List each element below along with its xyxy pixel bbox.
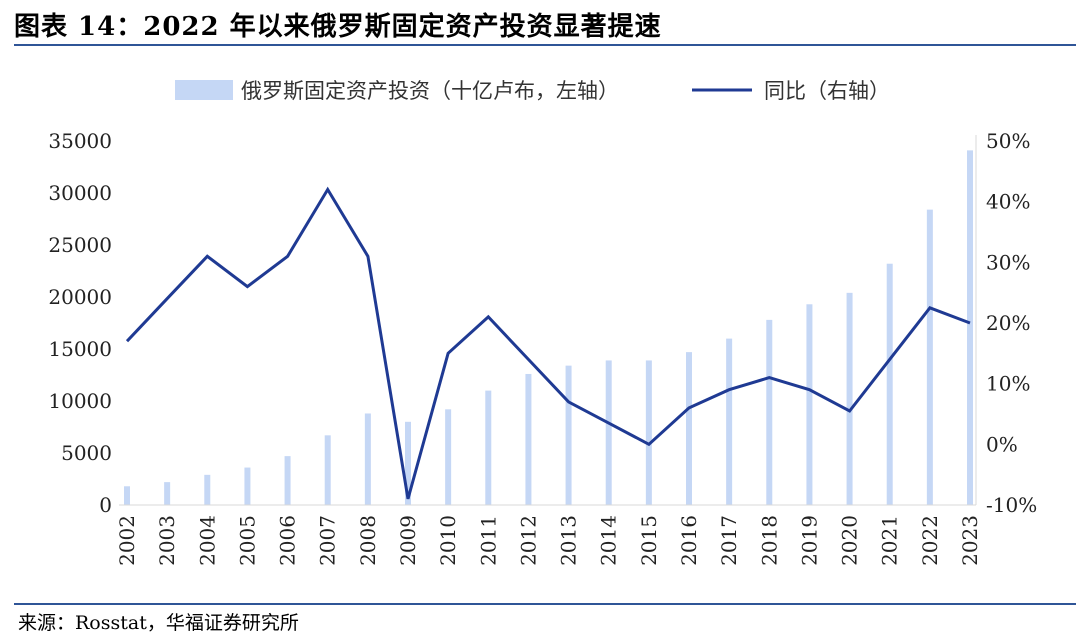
x-tick-label: 2004 bbox=[195, 515, 219, 566]
footer-divider bbox=[14, 603, 1076, 605]
x-tick-label: 2005 bbox=[235, 515, 259, 566]
bar bbox=[485, 390, 492, 505]
x-tick-label: 2010 bbox=[436, 515, 460, 566]
left-tick-label: 15000 bbox=[48, 337, 112, 361]
left-tick-label: 10000 bbox=[48, 389, 112, 413]
right-tick-label: 20% bbox=[986, 311, 1030, 335]
bar bbox=[806, 304, 813, 505]
x-tick-label: 2016 bbox=[677, 515, 701, 566]
chart-title: 图表 14：2022 年以来俄罗斯固定资产投资显著提速 bbox=[14, 12, 662, 42]
legend-label-line: 同比（右轴） bbox=[764, 79, 890, 103]
x-tick-label: 2003 bbox=[155, 515, 179, 566]
right-tick-label: 40% bbox=[986, 190, 1030, 214]
left-tick-label: 35000 bbox=[48, 129, 112, 153]
bar bbox=[686, 352, 692, 505]
right-tick-label: 50% bbox=[986, 129, 1030, 153]
x-tick-label: 2011 bbox=[476, 515, 500, 566]
right-axis: -10% 0% 10% 20% 30% 40% 50% bbox=[986, 129, 1037, 517]
x-tick-label: 2007 bbox=[316, 515, 340, 566]
right-tick-label: -10% bbox=[986, 493, 1037, 517]
x-tick-label: 2018 bbox=[757, 515, 781, 566]
legend-swatch-bars bbox=[175, 80, 233, 100]
left-tick-label: 25000 bbox=[48, 233, 112, 257]
bar bbox=[364, 413, 371, 505]
chart-canvas: 俄罗斯固定资产投资（十亿卢布，左轴） 同比（右轴） 0 5000 10000 1500… bbox=[48, 79, 1037, 566]
right-tick-label: 10% bbox=[986, 372, 1030, 396]
bar bbox=[284, 456, 291, 505]
bar bbox=[445, 409, 452, 505]
left-tick-label: 5000 bbox=[61, 441, 112, 465]
left-tick-label: 20000 bbox=[48, 285, 112, 309]
bar bbox=[886, 263, 893, 505]
bar bbox=[726, 338, 733, 505]
x-tick-label: 2015 bbox=[637, 515, 661, 566]
x-tick-label: 2020 bbox=[838, 515, 862, 566]
left-tick-label: 30000 bbox=[48, 181, 112, 205]
x-tick-label: 2009 bbox=[396, 515, 420, 566]
bar-series bbox=[124, 150, 973, 506]
left-axis: 0 5000 10000 15000 20000 25000 30000 35000 bbox=[48, 129, 112, 517]
bar bbox=[846, 292, 853, 505]
x-tick-label: 2008 bbox=[356, 515, 380, 566]
title-divider bbox=[14, 44, 1076, 46]
bar bbox=[204, 474, 211, 505]
x-tick-label: 2019 bbox=[797, 515, 821, 566]
x-tick-label: 2022 bbox=[918, 515, 942, 566]
bar bbox=[244, 467, 251, 505]
x-tick-label: 2021 bbox=[878, 515, 902, 566]
yoy-line bbox=[125, 186, 971, 500]
bar bbox=[324, 435, 331, 505]
bar bbox=[525, 373, 532, 505]
bar bbox=[926, 209, 933, 505]
x-axis: 2002 2003 2004 2005 2006 2007 2008 2009 2010 2011… bbox=[115, 515, 982, 566]
bar bbox=[164, 482, 171, 505]
source-note: 来源：Rosstat，华福证券研究所 bbox=[18, 612, 299, 634]
x-tick-label: 2012 bbox=[516, 515, 540, 566]
left-tick-label: 0 bbox=[99, 493, 112, 517]
bar bbox=[565, 365, 572, 505]
right-tick-label: 30% bbox=[986, 250, 1030, 274]
x-tick-label: 2017 bbox=[717, 515, 741, 566]
bar bbox=[766, 319, 773, 505]
x-tick-label: 2013 bbox=[557, 515, 581, 566]
bar bbox=[967, 150, 973, 506]
right-tick-label: 0% bbox=[986, 432, 1018, 456]
x-tick-label: 2002 bbox=[115, 515, 139, 566]
bar bbox=[405, 421, 411, 505]
x-tick-label: 2006 bbox=[276, 515, 300, 566]
legend-label-bars: 俄罗斯固定资产投资（十亿卢布，左轴） bbox=[241, 79, 619, 103]
x-tick-label: 2023 bbox=[958, 515, 982, 566]
legend: 俄罗斯固定资产投资（十亿卢布，左轴） 同比（右轴） bbox=[175, 79, 890, 103]
bar bbox=[645, 360, 652, 505]
bar bbox=[605, 360, 612, 505]
x-tick-label: 2014 bbox=[597, 515, 621, 566]
bar bbox=[124, 486, 130, 505]
